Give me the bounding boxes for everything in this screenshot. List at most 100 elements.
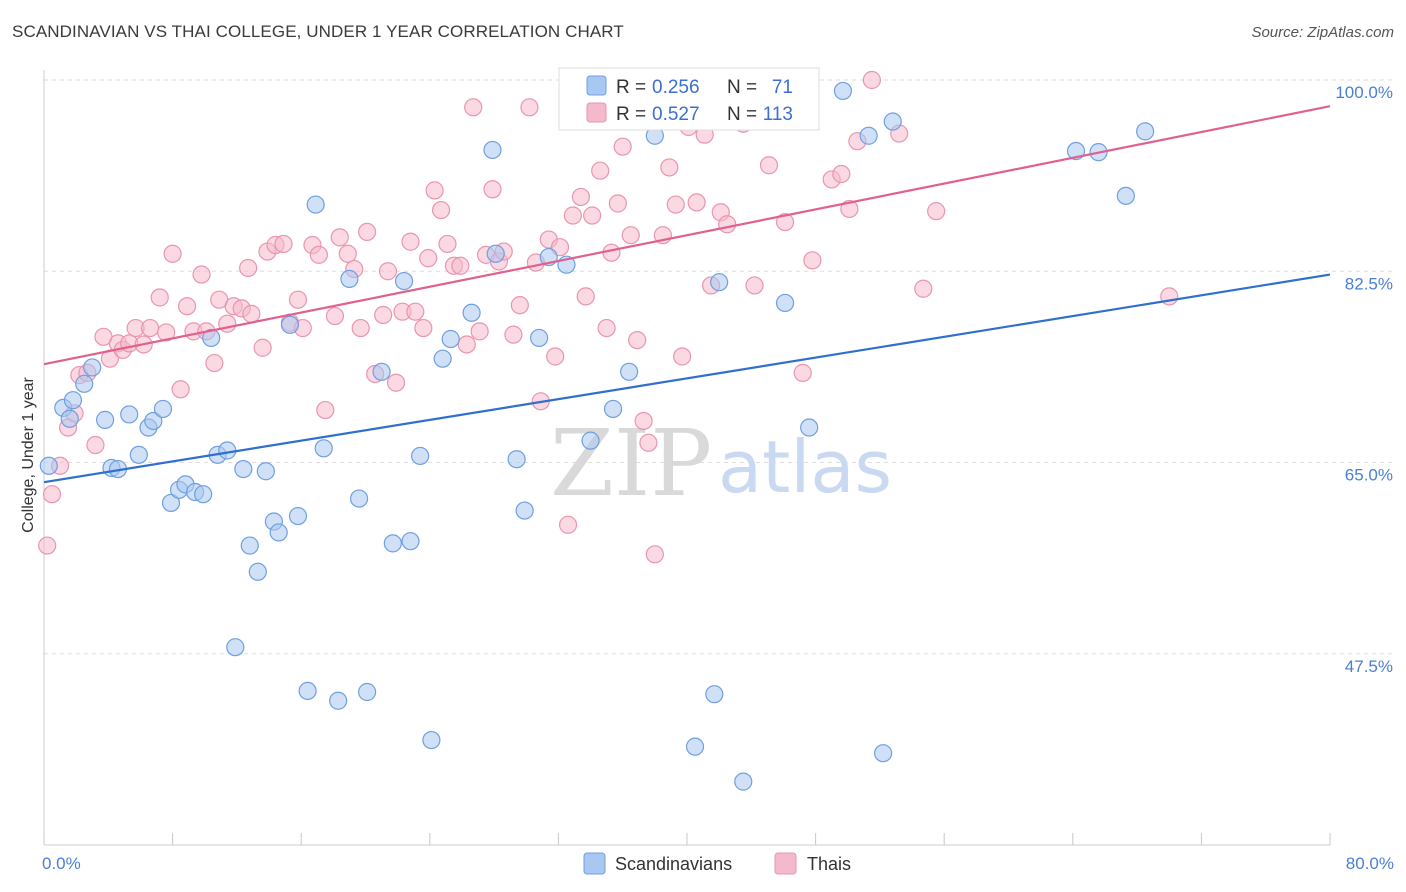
scandinavian-point-36 [349,489,369,508]
thai-point-16 [150,288,169,307]
y-tick-label-2: 65.0% [1345,466,1393,485]
gridlines [44,79,1392,655]
scandinavian-point-59 [685,737,705,756]
thai-point-30 [242,304,261,323]
scandinavian-point-33 [314,439,333,458]
thai-point-29 [239,258,258,278]
scandinavian-point-22 [226,638,245,657]
scandinavian-point-49 [507,450,526,469]
thais-points [38,70,1179,564]
thai-point-68 [504,325,523,344]
thai-point-62 [464,98,483,117]
scandinavian-point-47 [483,140,502,160]
scandinavian-point-9 [120,405,139,424]
thai-point-78 [571,187,591,207]
scandinavian-point-65 [833,81,853,101]
thai-point-18 [163,244,182,263]
thai-point-53 [406,302,425,321]
y-tick-label-1: 82.5% [1345,274,1393,293]
thai-point-42 [330,228,349,247]
thai-point-74 [546,347,565,366]
scandinavian-point-72 [1136,122,1155,141]
thai-point-55 [419,249,438,268]
scandinavian-point-13 [153,399,173,419]
scandinavian-point-2 [63,391,83,410]
scandinavian-point-12 [144,411,163,431]
scandinavian-point-51 [530,328,549,348]
thai-point-104 [775,212,795,232]
scandinavian-point-31 [298,681,317,701]
thai-point-96 [687,193,706,212]
thai-point-83 [602,243,621,262]
thai-point-43 [338,244,357,263]
thai-point-70 [520,98,539,117]
thai-point-82 [597,318,616,338]
series-legend: Scandinavians Thais [583,852,851,875]
legend-n-value-2: 113 [763,104,793,125]
chart-title: SCANDINAVIAN VS THAI COLLEGE, UNDER 1 YE… [12,22,624,41]
bottom-legend-label-scandinavians: Scandinavians [615,854,732,874]
x-tick-label-min: 0.0% [42,854,81,873]
thai-point-100 [718,215,737,234]
thai-point-54 [414,318,433,338]
scandinavian-point-55 [581,431,600,450]
scandinavian-point-4 [83,358,102,377]
scandinavian-point-5 [60,409,79,428]
thai-point-41 [325,306,345,326]
y-axis-label: College, Under 1 year [20,377,37,533]
thai-point-111 [862,70,881,90]
thai-point-92 [660,158,679,177]
correlation-legend: R = 0.256 N = 71 R = 0.527 N = 113 [558,67,820,131]
thai-point-7 [86,435,105,455]
thai-point-36 [288,290,308,309]
legend-n-value-1: 71 [772,77,793,98]
scandinavian-point-66 [859,126,878,145]
thai-point-60 [451,256,470,275]
legend-swatch-thais [586,102,607,123]
scandinavian-point-26 [256,462,275,481]
scandinavian-point-71 [1116,186,1135,205]
scandinavian-point-64 [800,418,819,437]
thai-point-113 [914,279,933,298]
thai-point-17 [157,323,176,342]
thai-point-46 [358,222,377,242]
legend-r-label-1: R = [616,77,646,98]
thai-point-39 [309,245,328,264]
scandinavian-point-44 [433,349,452,368]
thai-point-81 [591,161,610,180]
bottom-legend-label-thais: Thais [807,854,851,874]
scandinavian-point-19 [202,328,221,348]
thai-point-65 [483,180,502,199]
thai-point-20 [177,297,197,316]
scandinavian-point-45 [441,329,460,349]
thai-point-22 [192,265,211,284]
scandinavian-point-6 [95,410,115,429]
legend-n-label-1: N = [727,77,757,98]
thai-point-88 [634,411,653,431]
scandinavian-point-29 [280,315,300,334]
scandinavian-point-25 [248,562,267,581]
thai-point-52 [401,232,420,251]
legend-r-value-2: 0.527 [652,104,700,125]
thai-point-90 [645,545,664,564]
thai-point-108 [832,164,851,184]
scandinavian-point-34 [329,691,348,710]
scandinavian-point-68 [883,112,902,131]
thai-point-105 [793,363,812,382]
scandinavian-point-35 [340,269,359,288]
bottom-legend-swatch-thais [774,852,797,875]
scandinavian-point-42 [411,446,430,466]
scandinavian-point-32 [306,195,325,214]
scandinavian-point-30 [288,506,308,526]
scandinavian-point-60 [705,685,724,704]
thai-point-85 [613,137,632,156]
scandinavians-points [39,79,1155,791]
scandinavian-point-39 [383,534,402,553]
thai-point-56 [425,181,444,200]
thai-point-24 [205,353,224,373]
y-tick-label-0: 100.0% [1335,83,1393,102]
thai-point-84 [608,194,627,213]
legend-r-label-2: R = [616,104,646,125]
thai-point-31 [253,338,272,357]
